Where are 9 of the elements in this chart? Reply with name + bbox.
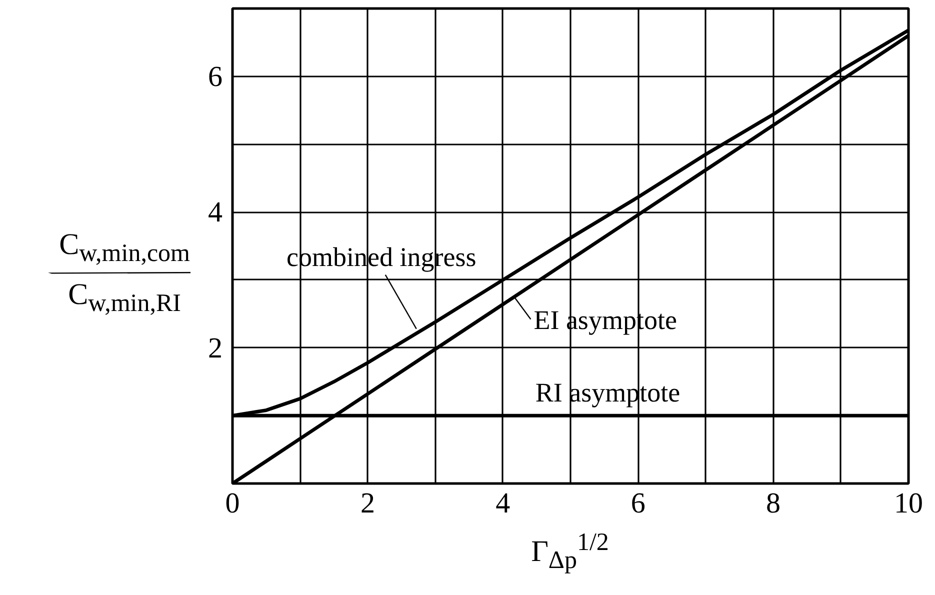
x-tick-label: 4 <box>496 488 511 520</box>
x-tick-label: 2 <box>360 488 375 520</box>
x-tick-label: 10 <box>894 488 923 520</box>
y-tick-label: 4 <box>208 196 223 229</box>
x-tick-label: 8 <box>766 488 781 520</box>
y-tick-label: 6 <box>208 60 222 93</box>
x-tick-label: 0 <box>225 488 240 520</box>
x-tick-label: 6 <box>630 488 646 520</box>
y-tick-label: 2 <box>208 332 222 364</box>
